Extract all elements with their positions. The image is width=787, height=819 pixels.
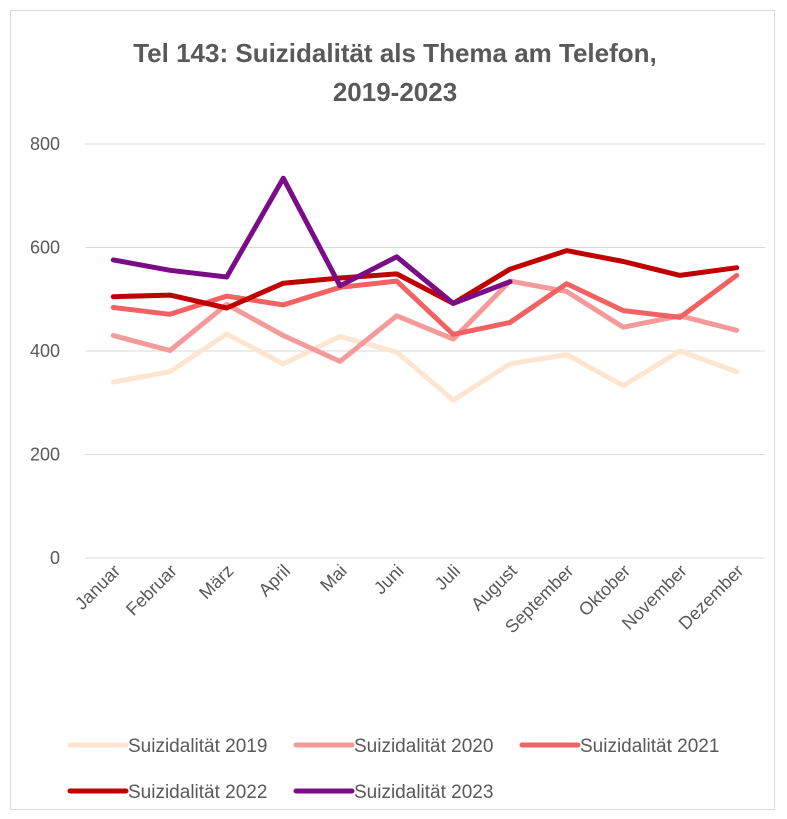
series-line-1 xyxy=(110,331,740,403)
chart-frame xyxy=(10,10,775,810)
x-tick-label: Januar xyxy=(71,561,124,614)
legend-label: Suizidalität 2021 xyxy=(580,736,719,757)
series-line-3 xyxy=(110,272,740,337)
x-tick-label: März xyxy=(195,561,237,603)
y-tick-label: 600 xyxy=(30,238,60,258)
legend: Suizidalität 2019 Suizidalität 2020 Suizid… xyxy=(67,736,719,803)
x-tick-label: Juli xyxy=(431,561,464,594)
y-tick-label: 200 xyxy=(30,445,60,465)
x-tick-label: April xyxy=(255,561,295,601)
series-line-5 xyxy=(110,175,513,306)
series-line-4 xyxy=(110,248,740,311)
y-tick-label: 400 xyxy=(30,341,60,361)
y-axis-ticks: 0 200 400 600 800 xyxy=(30,134,60,568)
x-tick-label: Juni xyxy=(370,561,407,598)
chart-title-line-2: 2019-2023 xyxy=(333,77,457,107)
series-lines xyxy=(110,175,740,403)
gridlines xyxy=(85,143,765,559)
legend-label: Suizidalität 2023 xyxy=(354,782,493,803)
legend-label: Suizidalität 2020 xyxy=(354,736,493,757)
y-tick-label: 0 xyxy=(50,548,60,568)
x-tick-label: August xyxy=(467,561,521,615)
y-tick-label: 800 xyxy=(30,134,60,154)
legend-label: Suizidalität 2019 xyxy=(128,736,267,757)
series-line-2 xyxy=(110,278,740,364)
legend-label: Suizidalität 2022 xyxy=(128,782,267,803)
chart-title-line-1: Tel 143: Suizidalität als Thema am Telef… xyxy=(133,38,657,68)
x-tick-label: Mai xyxy=(316,561,351,596)
x-tick-label: Februar xyxy=(122,561,181,620)
